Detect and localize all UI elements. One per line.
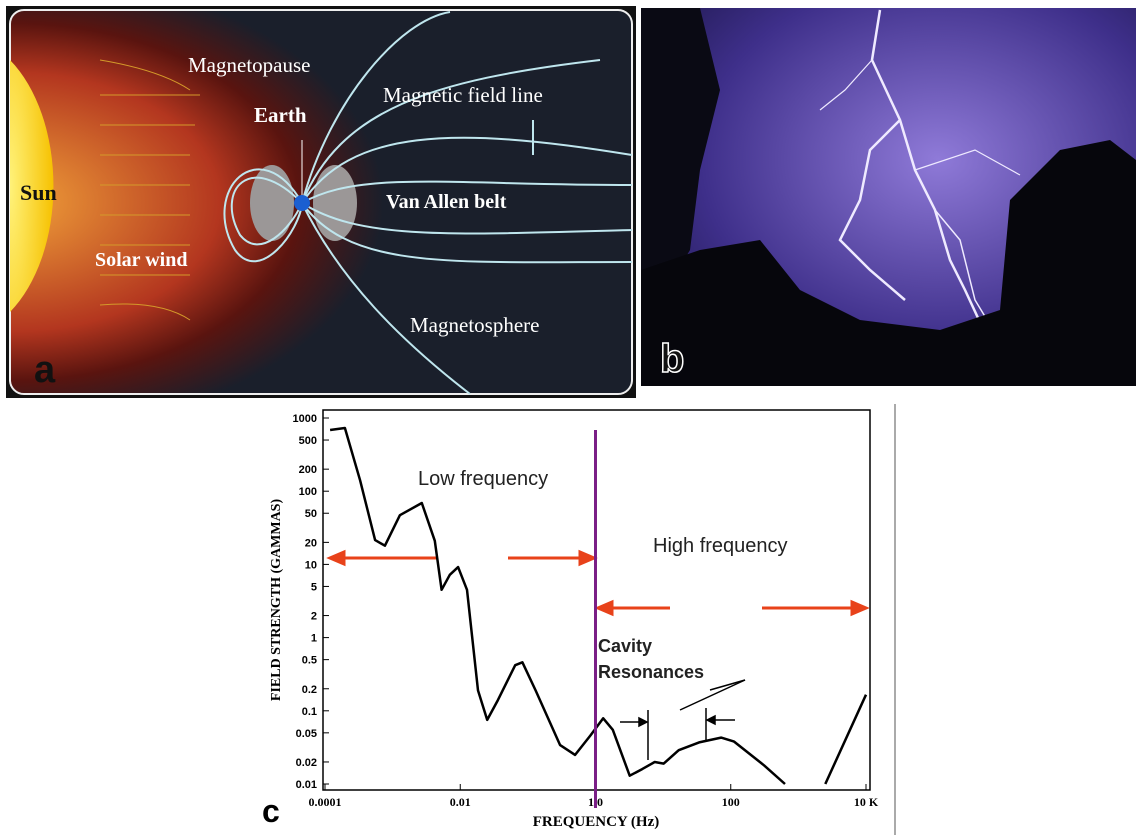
y-tick-label: 1000 xyxy=(293,413,317,425)
earth xyxy=(294,195,310,211)
panel-label: b xyxy=(660,337,684,381)
x-tick-label: 100 xyxy=(722,795,740,809)
y-axis-title: FIELD STRENGTH (GAMMAS) xyxy=(269,499,284,702)
figure: Magnetopause Magnetic field line Earth S… xyxy=(0,0,1136,835)
x-axis-title: FREQUENCY (Hz) xyxy=(533,814,660,830)
panel-c: Low frequency High frequency Cavity Reso… xyxy=(255,404,895,835)
y-tick-label: 2 xyxy=(311,611,317,623)
label: Sun xyxy=(20,180,57,205)
x-tick-label: 0.01 xyxy=(450,795,471,809)
y-tick-label: 50 xyxy=(305,508,317,520)
van-allen-belt xyxy=(250,165,294,241)
y-tick-label: 200 xyxy=(299,464,317,476)
y-tick-label: 0.1 xyxy=(302,706,317,718)
van-allen-belt xyxy=(313,165,357,241)
label: Van Allen belt xyxy=(386,191,507,213)
y-tick-label: 500 xyxy=(299,435,317,447)
y-tick-label: 10 xyxy=(305,559,317,571)
chart-bg xyxy=(255,404,895,835)
panel-label: c xyxy=(262,793,280,829)
page: Magnetopause Magnetic field line Earth S… xyxy=(0,0,1136,835)
panel-a: Magnetopause Magnetic field line Earth S… xyxy=(6,6,636,398)
annotation: Resonances xyxy=(598,662,704,682)
y-tick-label: 0.01 xyxy=(296,779,317,791)
annotation: High frequency xyxy=(653,535,788,557)
label: Earth xyxy=(254,103,307,127)
y-tick-label: 1 xyxy=(311,633,317,645)
annotation: Low frequency xyxy=(418,468,548,490)
panel-label: a xyxy=(34,349,56,391)
y-tick-label: 20 xyxy=(305,537,317,549)
y-tick-label: 0.05 xyxy=(296,728,317,740)
label: Magnetic field line xyxy=(383,83,543,107)
y-tick-label: 100 xyxy=(299,486,317,498)
annotation: Cavity xyxy=(598,636,652,656)
label: Magnetosphere xyxy=(410,313,539,337)
y-tick-label: 5 xyxy=(311,581,317,593)
y-tick-label: 0.02 xyxy=(296,757,317,769)
label: Solar wind xyxy=(95,249,187,271)
y-tick-label: 0.2 xyxy=(302,684,317,696)
panel-b: b xyxy=(641,8,1136,386)
y-tick-label: 0.5 xyxy=(302,655,317,667)
x-tick-label: 10 K xyxy=(854,795,879,809)
label: Magnetopause xyxy=(188,53,310,77)
x-tick-label: 0.0001 xyxy=(309,795,342,809)
